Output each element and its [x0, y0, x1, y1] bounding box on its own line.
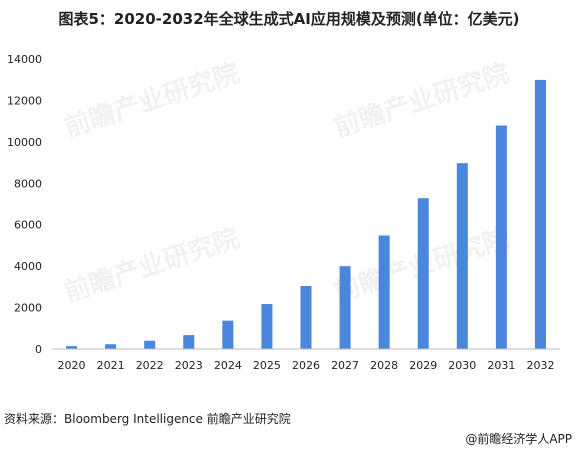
x-tick-label-2025: 2025 — [253, 359, 281, 372]
y-axis: 0 2000 4000 6000 8000 10000 12000 14000 — [7, 53, 42, 356]
bar-2030 — [456, 163, 468, 349]
x-tick-label-2031: 2031 — [487, 359, 515, 372]
bar-2022 — [144, 340, 156, 349]
bar-2028 — [378, 235, 390, 349]
y-tick-label-12000: 12000 — [7, 94, 42, 107]
bar-2021 — [105, 344, 117, 349]
source-note: 资料来源：Bloomberg Intelligence 前瞻产业研究院 — [4, 412, 291, 426]
bar-2027 — [339, 266, 351, 349]
x-tick-label-2030: 2030 — [448, 359, 476, 372]
bar-2026 — [300, 286, 312, 349]
y-tick-label-6000: 6000 — [14, 219, 42, 232]
x-tick-label-2026: 2026 — [292, 359, 320, 372]
y-tick-label-0: 0 — [35, 343, 42, 356]
x-tick-label-2023: 2023 — [175, 359, 203, 372]
y-tick-label-14000: 14000 — [7, 53, 42, 66]
bar-2025 — [261, 304, 273, 349]
y-tick-label-10000: 10000 — [7, 136, 42, 149]
y-tick-label-4000: 4000 — [14, 260, 42, 273]
chart-title: 图表5：2020-2032年全球生成式AI应用规模及预测(单位：亿美元) — [58, 10, 520, 28]
x-tick-label-2028: 2028 — [370, 359, 398, 372]
x-axis: 2020 2021 2022 2023 2024 2025 2026 2027 2028 2029… — [52, 348, 560, 372]
x-tick-label-2027: 2027 — [331, 359, 359, 372]
bar-2029 — [417, 198, 429, 349]
bar-2023 — [183, 335, 195, 349]
x-tick-label-2032: 2032 — [526, 359, 554, 372]
bar-2032 — [534, 79, 546, 350]
x-tick-label-2022: 2022 — [136, 359, 164, 372]
x-tick-label-2020: 2020 — [58, 359, 86, 372]
y-tick-label-8000: 8000 — [14, 177, 42, 190]
y-tick-label-2000: 2000 — [14, 302, 42, 315]
bar-2031 — [495, 125, 507, 349]
bar-2020 — [66, 346, 78, 349]
x-tick-label-2029: 2029 — [409, 359, 437, 372]
credit-note: @前瞻经济学人APP — [465, 432, 572, 446]
bars-group — [66, 79, 546, 350]
x-tick-label-2024: 2024 — [214, 359, 242, 372]
x-tick-label-2021: 2021 — [97, 359, 125, 372]
bar-2024 — [222, 320, 234, 349]
